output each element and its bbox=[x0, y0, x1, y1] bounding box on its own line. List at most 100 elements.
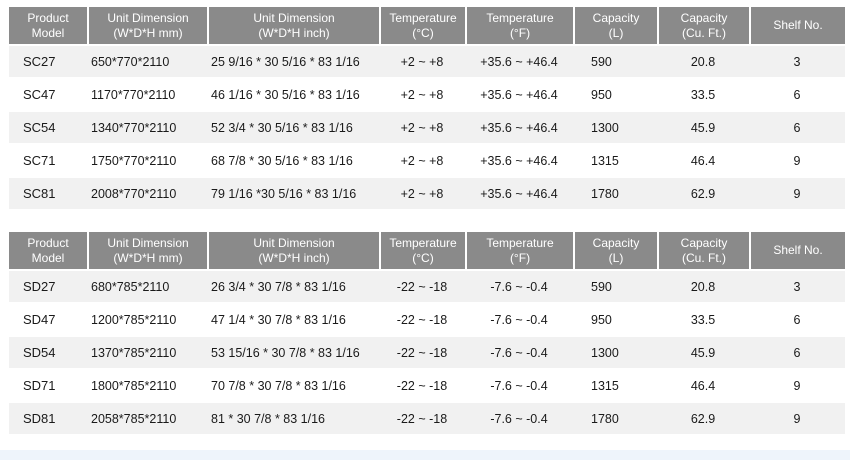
cell-temperature-c: -22 ~ -18 bbox=[379, 302, 465, 335]
cell-dimension-inch: 68 7/8 * 30 5/16 * 83 1/16 bbox=[207, 143, 379, 176]
cell-capacity-cuft: 20.8 bbox=[657, 269, 749, 302]
table-row: SC54 1340*770*2110 52 3/4 * 30 5/16 * 83 1… bbox=[9, 110, 845, 143]
header-shelf-no: Shelf No. bbox=[749, 7, 845, 44]
cell-dimension-inch: 81 * 30 7/8 * 83 1/16 bbox=[207, 401, 379, 434]
chiller-spec-table: Product Model Unit Dimension (W*D*H mm) Un… bbox=[9, 7, 845, 209]
cell-temperature-f: +35.6 ~ +46.4 bbox=[465, 110, 573, 143]
cell-dimension-inch: 79 1/16 *30 5/16 * 83 1/16 bbox=[207, 176, 379, 209]
header-dimension-inch: Unit Dimension (W*D*H inch) bbox=[207, 7, 379, 44]
cell-model: SD81 bbox=[9, 401, 87, 434]
cell-capacity-l: 1780 bbox=[573, 176, 657, 209]
cell-temperature-c: +2 ~ +8 bbox=[379, 143, 465, 176]
freezer-spec-table: Product Model Unit Dimension (W*D*H mm) Un… bbox=[9, 232, 845, 434]
cell-shelf-no: 9 bbox=[749, 176, 845, 209]
cell-capacity-cuft: 33.5 bbox=[657, 77, 749, 110]
cell-shelf-no: 6 bbox=[749, 335, 845, 368]
cell-temperature-c: -22 ~ -18 bbox=[379, 368, 465, 401]
cell-dimension-mm: 1370*785*2110 bbox=[87, 335, 207, 368]
cell-capacity-l: 1300 bbox=[573, 335, 657, 368]
cell-capacity-l: 1780 bbox=[573, 401, 657, 434]
cell-temperature-c: -22 ~ -18 bbox=[379, 401, 465, 434]
cell-temperature-c: -22 ~ -18 bbox=[379, 269, 465, 302]
cell-dimension-mm: 1800*785*2110 bbox=[87, 368, 207, 401]
cell-dimension-mm: 650*770*2110 bbox=[87, 44, 207, 77]
header-temperature-f: Temperature (°F) bbox=[465, 7, 573, 44]
cell-capacity-l: 1315 bbox=[573, 143, 657, 176]
cell-capacity-cuft: 45.9 bbox=[657, 335, 749, 368]
cell-shelf-no: 9 bbox=[749, 401, 845, 434]
cell-dimension-inch: 26 3/4 * 30 7/8 * 83 1/16 bbox=[207, 269, 379, 302]
table-row: SD27 680*785*2110 26 3/4 * 30 7/8 * 83 1/1… bbox=[9, 269, 845, 302]
cell-model: SD54 bbox=[9, 335, 87, 368]
header-capacity-l: Capacity (L) bbox=[573, 232, 657, 269]
cell-dimension-inch: 46 1/16 * 30 5/16 * 83 1/16 bbox=[207, 77, 379, 110]
cell-capacity-l: 1300 bbox=[573, 110, 657, 143]
header-capacity-cuft: Capacity (Cu. Ft.) bbox=[657, 7, 749, 44]
bottom-band bbox=[0, 450, 850, 460]
cell-shelf-no: 9 bbox=[749, 368, 845, 401]
cell-capacity-l: 950 bbox=[573, 302, 657, 335]
cell-model: SD27 bbox=[9, 269, 87, 302]
cell-shelf-no: 3 bbox=[749, 44, 845, 77]
cell-temperature-c: +2 ~ +8 bbox=[379, 176, 465, 209]
table-row: SD47 1200*785*2110 47 1/4 * 30 7/8 * 83 1/… bbox=[9, 302, 845, 335]
cell-dimension-inch: 47 1/4 * 30 7/8 * 83 1/16 bbox=[207, 302, 379, 335]
cell-temperature-f: +35.6 ~ +46.4 bbox=[465, 176, 573, 209]
cell-dimension-mm: 680*785*2110 bbox=[87, 269, 207, 302]
cell-capacity-l: 1315 bbox=[573, 368, 657, 401]
cell-dimension-mm: 1200*785*2110 bbox=[87, 302, 207, 335]
cell-dimension-mm: 1340*770*2110 bbox=[87, 110, 207, 143]
cell-model: SC54 bbox=[9, 110, 87, 143]
cell-capacity-l: 950 bbox=[573, 77, 657, 110]
cell-shelf-no: 6 bbox=[749, 77, 845, 110]
cell-model: SC81 bbox=[9, 176, 87, 209]
table-row: SC47 1170*770*2110 46 1/16 * 30 5/16 * 83 … bbox=[9, 77, 845, 110]
cell-temperature-c: +2 ~ +8 bbox=[379, 110, 465, 143]
header-capacity-cuft: Capacity (Cu. Ft.) bbox=[657, 232, 749, 269]
cell-capacity-cuft: 20.8 bbox=[657, 44, 749, 77]
cell-capacity-l: 590 bbox=[573, 44, 657, 77]
header-temperature-c: Temperature (°C) bbox=[379, 7, 465, 44]
header-shelf-no: Shelf No. bbox=[749, 232, 845, 269]
cell-dimension-inch: 52 3/4 * 30 5/16 * 83 1/16 bbox=[207, 110, 379, 143]
cell-temperature-c: -22 ~ -18 bbox=[379, 335, 465, 368]
table-row: SC27 650*770*2110 25 9/16 * 30 5/16 * 83 1… bbox=[9, 44, 845, 77]
header-temperature-c: Temperature (°C) bbox=[379, 232, 465, 269]
cell-temperature-f: -7.6 ~ -0.4 bbox=[465, 368, 573, 401]
cell-shelf-no: 6 bbox=[749, 110, 845, 143]
cell-model: SD47 bbox=[9, 302, 87, 335]
cell-shelf-no: 6 bbox=[749, 302, 845, 335]
cell-model: SC27 bbox=[9, 44, 87, 77]
table-row: SD81 2058*785*2110 81 * 30 7/8 * 83 1/16 -2… bbox=[9, 401, 845, 434]
cell-model: SC47 bbox=[9, 77, 87, 110]
table-row: SC71 1750*770*2110 68 7/8 * 30 5/16 * 83 1… bbox=[9, 143, 845, 176]
cell-capacity-l: 590 bbox=[573, 269, 657, 302]
header-temperature-f: Temperature (°F) bbox=[465, 232, 573, 269]
table-row: SD71 1800*785*2110 70 7/8 * 30 7/8 * 83 1/… bbox=[9, 368, 845, 401]
cell-model: SD71 bbox=[9, 368, 87, 401]
header-dimension-mm: Unit Dimension (W*D*H mm) bbox=[87, 232, 207, 269]
cell-capacity-cuft: 33.5 bbox=[657, 302, 749, 335]
cell-dimension-inch: 53 15/16 * 30 7/8 * 83 1/16 bbox=[207, 335, 379, 368]
cell-temperature-f: +35.6 ~ +46.4 bbox=[465, 77, 573, 110]
cell-temperature-f: -7.6 ~ -0.4 bbox=[465, 269, 573, 302]
cell-dimension-inch: 25 9/16 * 30 5/16 * 83 1/16 bbox=[207, 44, 379, 77]
cell-dimension-mm: 1170*770*2110 bbox=[87, 77, 207, 110]
cell-capacity-cuft: 62.9 bbox=[657, 401, 749, 434]
header-dimension-mm: Unit Dimension (W*D*H mm) bbox=[87, 7, 207, 44]
cell-temperature-f: -7.6 ~ -0.4 bbox=[465, 401, 573, 434]
table-header-row: Product Model Unit Dimension (W*D*H mm) Un… bbox=[9, 7, 845, 44]
table-row: SC81 2008*770*2110 79 1/16 *30 5/16 * 83 1… bbox=[9, 176, 845, 209]
cell-temperature-c: +2 ~ +8 bbox=[379, 77, 465, 110]
cell-capacity-cuft: 62.9 bbox=[657, 176, 749, 209]
header-product-model: Product Model bbox=[9, 7, 87, 44]
cell-dimension-mm: 2058*785*2110 bbox=[87, 401, 207, 434]
cell-capacity-cuft: 45.9 bbox=[657, 110, 749, 143]
cell-capacity-cuft: 46.4 bbox=[657, 368, 749, 401]
cell-dimension-mm: 1750*770*2110 bbox=[87, 143, 207, 176]
cell-dimension-mm: 2008*770*2110 bbox=[87, 176, 207, 209]
cell-temperature-f: +35.6 ~ +46.4 bbox=[465, 143, 573, 176]
cell-temperature-f: -7.6 ~ -0.4 bbox=[465, 302, 573, 335]
cell-temperature-f: +35.6 ~ +46.4 bbox=[465, 44, 573, 77]
header-dimension-inch: Unit Dimension (W*D*H inch) bbox=[207, 232, 379, 269]
